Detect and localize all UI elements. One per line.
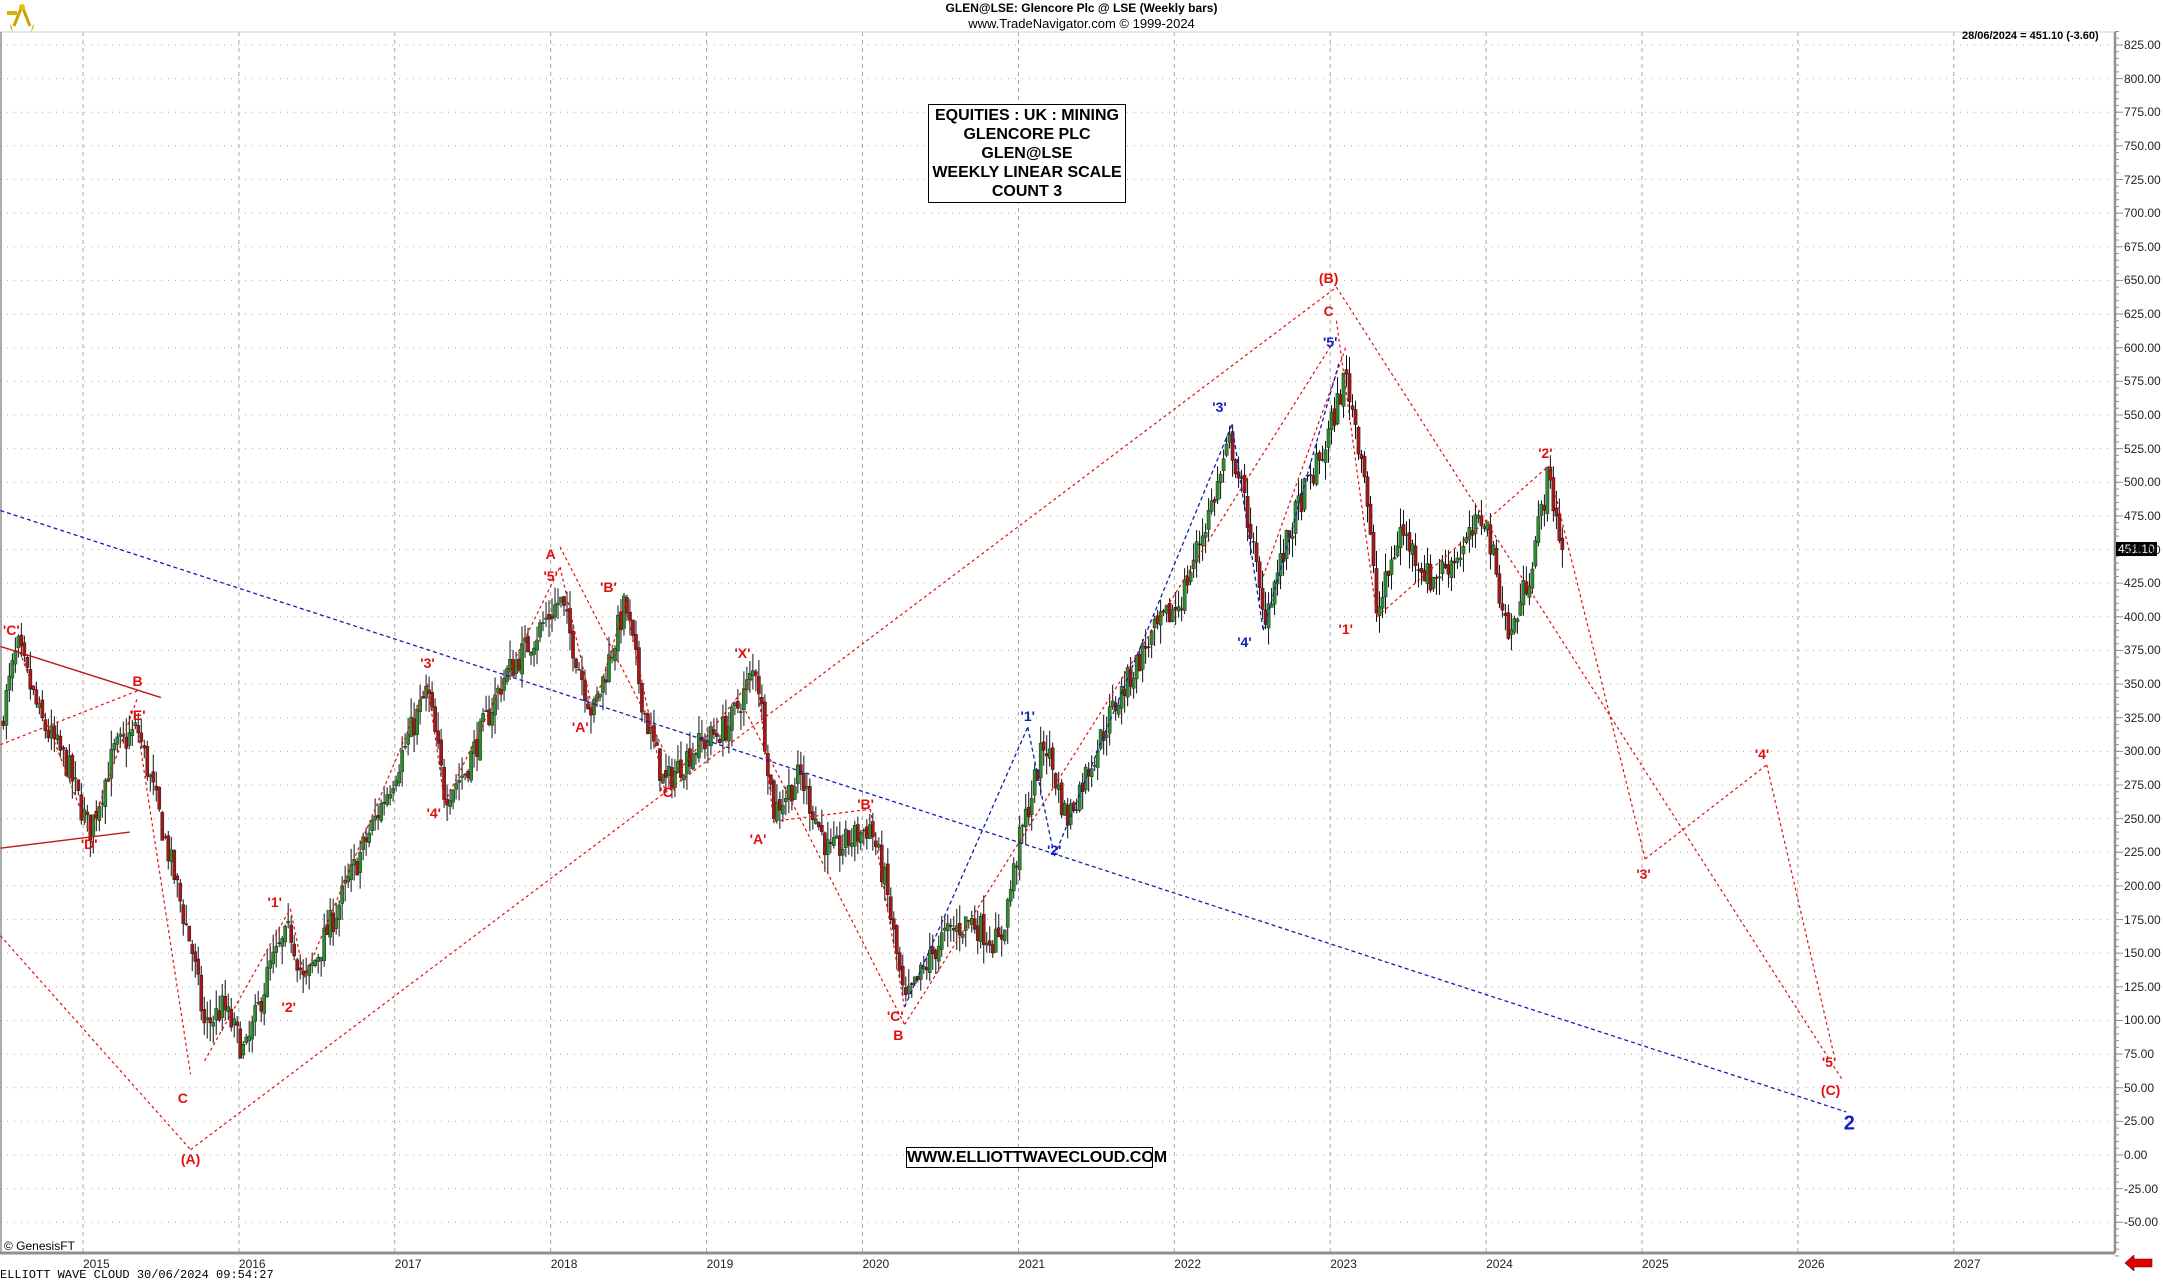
y-tick-label: 350.00 <box>2124 677 2161 692</box>
y-tick-label: 650.00 <box>2124 273 2161 288</box>
last-price-info: 28/06/2024 = 451.10 (-3.60) <box>1962 30 2099 42</box>
y-tick-label: 550.00 <box>2124 407 2161 422</box>
wave-label: '4' <box>1754 746 1770 763</box>
wave-label: '1' <box>267 894 282 911</box>
wave-label: 'X' <box>734 645 751 662</box>
y-tick-label: 250.00 <box>2124 811 2161 826</box>
info-line: GLEN@LSE <box>981 145 1073 162</box>
website-box: WWW.ELLIOTTWAVECLOUD.COM <box>906 1147 1168 1168</box>
x-tick-label: 2017 <box>394 1257 422 1271</box>
info-line: EQUITIES : UK : MINING <box>935 107 1119 124</box>
y-tick-label: 500.00 <box>2124 475 2161 490</box>
y-tick-label: 25.00 <box>2124 1114 2155 1129</box>
x-tick-label: 2015 <box>83 1257 110 1271</box>
y-tick-label: 125.00 <box>2124 979 2161 994</box>
wave-label: '3' <box>1212 398 1227 415</box>
y-tick-label: 300.00 <box>2124 744 2161 759</box>
wave-label: 'E' <box>129 707 146 724</box>
x-tick-label: 2019 <box>706 1257 734 1271</box>
x-tick-label: 2016 <box>238 1257 266 1271</box>
wave-label: 'C' <box>2 622 20 639</box>
y-tick-label: 725.00 <box>2124 172 2161 187</box>
x-tick-label: 2022 <box>1174 1257 1201 1271</box>
y-tick-label: 275.00 <box>2124 777 2161 792</box>
wave-label: 'A' <box>571 719 589 736</box>
wave-label: '5' <box>543 568 558 585</box>
chart-title: GLEN@LSE: Glencore Plc @ LSE (Weekly bar… <box>945 1 1218 15</box>
x-tick-label: 2023 <box>1330 1257 1357 1271</box>
wave-label: (A) <box>180 1151 201 1168</box>
y-tick-label: 625.00 <box>2124 307 2161 322</box>
wave-label: 'C' <box>886 1008 904 1025</box>
chart-subtitle: www.TradeNavigator.com © 1999-2024 <box>968 16 1195 31</box>
wave-label: B <box>893 1027 904 1044</box>
x-tick-label: 2026 <box>1797 1257 1825 1271</box>
wave-label: 'A' <box>749 830 767 847</box>
wave-label: A <box>545 545 556 562</box>
wave-label: '3' <box>1636 865 1651 882</box>
y-tick-label: 100.00 <box>2124 1013 2161 1028</box>
y-tick-label: 200.00 <box>2124 878 2161 893</box>
y-tick-label: 0.00 <box>2124 1148 2148 1162</box>
y-tick-label: 800.00 <box>2124 71 2161 86</box>
x-tick-label: 2027 <box>1953 1257 1981 1271</box>
x-tick-label: 2024 <box>1486 1257 1513 1271</box>
x-tick-label: 2018 <box>550 1257 578 1271</box>
info-line: WEEKLY LINEAR SCALE <box>932 164 1122 181</box>
wave-label: '3' <box>420 654 435 671</box>
y-tick-label: 325.00 <box>2124 710 2161 725</box>
wave-label: B <box>132 673 143 690</box>
x-tick-label: 2020 <box>862 1257 890 1271</box>
footer-timestamp: ELLIOTT WAVE CLOUD 30/06/2024 09:54:27 <box>0 1268 274 1282</box>
scroll-left-arrow-icon[interactable] <box>2124 1254 2153 1276</box>
y-tick-label: 825.00 <box>2124 37 2161 52</box>
wave-label: '2' <box>281 998 297 1015</box>
x-tick-label: 2021 <box>1018 1257 1046 1271</box>
y-tick-label: 525.00 <box>2124 441 2161 456</box>
y-tick-label: -25.00 <box>2124 1181 2159 1196</box>
wave-label: '5' <box>1322 334 1338 351</box>
wave-label: 'C' <box>659 783 677 800</box>
y-tick-label: 375.00 <box>2124 643 2161 658</box>
wave-label: '5' <box>1821 1054 1837 1071</box>
wave-label: 'D' <box>80 836 98 853</box>
y-tick-label: 775.00 <box>2124 105 2161 120</box>
wave-label: 'B' <box>857 795 874 812</box>
wave-label: '4' <box>426 805 441 822</box>
y-tick-label: 50.00 <box>2124 1080 2155 1095</box>
info-line: GLENCORE PLC <box>963 126 1091 143</box>
info-box: EQUITIES : UK : MINING GLENCORE PLC GLEN… <box>928 104 1126 203</box>
y-tick-label: 575.00 <box>2124 374 2161 389</box>
wave-label: '2' <box>1538 444 1553 461</box>
y-tick-label: 150.00 <box>2124 946 2161 961</box>
wave-label: '2' <box>1047 841 1062 858</box>
x-tick-label: 2025 <box>1642 1257 1669 1271</box>
wave-label: '1' <box>1338 620 1354 637</box>
y-tick-label: 450.00 <box>2124 542 2161 557</box>
y-tick-label: 175.00 <box>2124 912 2161 927</box>
y-tick-label: 75.00 <box>2124 1047 2155 1062</box>
wave-label: '1' <box>1020 708 1035 725</box>
wave-label: C <box>1323 303 1334 320</box>
wave-label: 'B' <box>599 579 617 596</box>
y-tick-label: 425.00 <box>2124 576 2161 591</box>
last-price-marker: 451.10 <box>2116 542 2157 556</box>
sextant-logo-icon <box>4 2 38 37</box>
wave-label: (B) <box>1318 269 1339 286</box>
wave-label: 2 <box>1843 1112 1855 1135</box>
info-line: COUNT 3 <box>991 183 1063 200</box>
wave-label: '4' <box>1237 634 1252 651</box>
y-tick-label: 400.00 <box>2124 609 2161 624</box>
copyright-label: © GenesisFT <box>4 1239 75 1253</box>
y-tick-label: 225.00 <box>2124 845 2161 860</box>
y-tick-label: 750.00 <box>2124 138 2161 153</box>
y-tick-label: 675.00 <box>2124 239 2161 254</box>
y-tick-label: 700.00 <box>2124 206 2161 221</box>
y-tick-label: 600.00 <box>2124 340 2161 355</box>
wave-label: C <box>177 1090 188 1107</box>
y-tick-label: -50.00 <box>2124 1215 2159 1230</box>
y-tick-label: 475.00 <box>2124 508 2161 523</box>
wave-label: (C) <box>1820 1082 1841 1099</box>
